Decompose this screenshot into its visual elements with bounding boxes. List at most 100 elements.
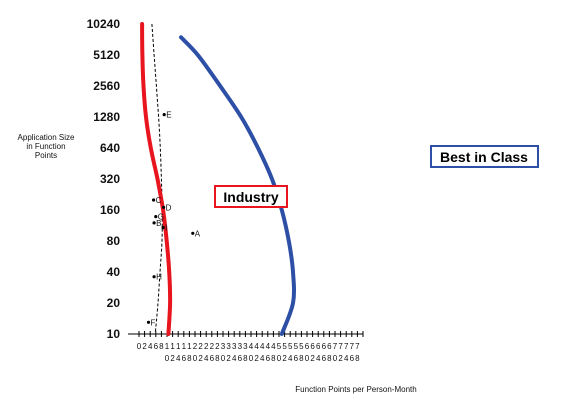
x-tick-label: 5 — [277, 342, 282, 351]
dashed-curve-group — [151, 23, 163, 335]
x-tick-label: 3 — [226, 342, 231, 351]
x-tick-label-second-line: 8 — [299, 354, 304, 363]
scatter-point-label: I — [165, 224, 167, 233]
x-tick-label: 3 — [243, 342, 248, 351]
x-tick-label: 4 — [148, 342, 153, 351]
x-tick-label: 5 — [282, 342, 287, 351]
x-tick-label-second-line: 4 — [204, 354, 209, 363]
y-axis-title: Application Size in Function Points — [18, 133, 75, 160]
x-tick-label-second-line: 8 — [243, 354, 248, 363]
x-tick-label-second-line: 2 — [254, 354, 259, 363]
x-tick-label: 7 — [350, 342, 355, 351]
x-tick-label-second-line: 6 — [294, 354, 299, 363]
y-axis-title-line: in Function — [26, 142, 65, 151]
x-tick-label-second-line: 4 — [260, 354, 265, 363]
scatter-point-label: C — [156, 196, 162, 205]
x-tick-label: 4 — [271, 342, 276, 351]
x-axis-title: Function Points per Person-Month — [295, 385, 416, 394]
x-tick-label-second-line: 2 — [310, 354, 315, 363]
y-tick-label: 10 — [107, 327, 121, 341]
x-tick-label: 2 — [142, 342, 147, 351]
x-tick-label: 2 — [204, 342, 209, 351]
y-tick-label: 5120 — [93, 48, 120, 62]
series-group — [140, 22, 297, 336]
x-tick-label-second-line: 4 — [176, 354, 181, 363]
x-tick-label: 6 — [327, 342, 332, 351]
scatter-point — [152, 221, 156, 225]
x-tick-label: 1 — [187, 342, 192, 351]
y-tick-label: 160 — [100, 203, 120, 217]
x-tick-label-second-line: 8 — [355, 354, 360, 363]
scatter-point-label: F — [151, 318, 156, 327]
x-tick-label-second-line: 0 — [221, 354, 226, 363]
x-tick-label-second-line: 8 — [187, 354, 192, 363]
x-tick-label-second-line: 0 — [305, 354, 310, 363]
x-tick-label-second-line: 6 — [350, 354, 355, 363]
x-tick-label: 4 — [266, 342, 271, 351]
x-tick-label: 7 — [338, 342, 343, 351]
scatter-point — [161, 226, 165, 230]
x-tick-label: 6 — [322, 342, 327, 351]
x-tick-label: 7 — [333, 342, 338, 351]
best-in-class-label: Best in Class — [440, 149, 528, 165]
y-tick-label: 20 — [107, 296, 121, 310]
x-tick-label: 2 — [215, 342, 220, 351]
y-axis-title-line: Application Size — [18, 133, 75, 142]
x-tick-label-second-line: 0 — [165, 354, 170, 363]
x-tick-label: 6 — [154, 342, 159, 351]
x-tick-label: 3 — [221, 342, 226, 351]
industry-label: Industry — [223, 189, 278, 205]
y-tick-label: 80 — [107, 234, 121, 248]
best-in-class-label-box: Best in Class — [430, 145, 539, 168]
x-tick-label: 1 — [176, 342, 181, 351]
x-tick-label-second-line: 4 — [344, 354, 349, 363]
y-tick-labels: 10240 5120 2560 1280 640 320 160 80 40 20 10 — [87, 17, 121, 341]
x-tick-label: 3 — [238, 342, 243, 351]
x-tick-label-second-line: 2 — [226, 354, 231, 363]
scatter-point-label: G — [158, 213, 164, 222]
x-tick-label: 7 — [344, 342, 349, 351]
x-tick-label-second-line: 0 — [193, 354, 198, 363]
y-tick-label: 10240 — [87, 17, 121, 31]
x-tick-label: 6 — [310, 342, 315, 351]
x-tick-label-second-line: 0 — [333, 354, 338, 363]
x-tick-label-second-line: 4 — [232, 354, 237, 363]
x-tick-label-second-line: 0 — [249, 354, 254, 363]
scatter-point-label: A — [195, 229, 201, 238]
scatter-point — [191, 231, 195, 235]
x-tick-label-second-line: 8 — [215, 354, 220, 363]
x-tick-label-second-line: 6 — [238, 354, 243, 363]
scatter-point — [152, 275, 156, 279]
y-tick-label: 640 — [100, 141, 120, 155]
x-tick-label: 4 — [249, 342, 254, 351]
scatter-points: A B CD E F G H I — [146, 111, 201, 327]
scatter-point — [162, 205, 166, 209]
y-axis-title-line: Points — [35, 151, 57, 160]
y-tick-label: 40 — [107, 265, 121, 279]
best-in-class-curve — [179, 35, 297, 336]
industry-label-box: Industry — [214, 185, 288, 208]
x-tick-label: 5 — [299, 342, 304, 351]
x-tick-label-second-line: 4 — [288, 354, 293, 363]
x-tick-label: 4 — [254, 342, 259, 351]
x-tick-label-second-line: 2 — [170, 354, 175, 363]
scatter-point-label: B — [156, 219, 161, 228]
x-tick-label: 4 — [260, 342, 265, 351]
scatter-point — [162, 113, 166, 117]
scatter-point — [154, 215, 158, 219]
x-tick-label: 1 — [165, 342, 170, 351]
scatter-point-label: D — [166, 203, 172, 212]
x-tick-labels: 0 2 4 6 8 10121416182022242628303234363840424… — [137, 342, 360, 363]
scatter-point — [146, 320, 151, 324]
x-tick-label: 8 — [159, 342, 164, 351]
x-tick-label-second-line: 0 — [277, 354, 282, 363]
x-tick-label: 3 — [232, 342, 237, 351]
dashed-curve — [151, 23, 163, 335]
industry-label-border — [214, 185, 288, 208]
x-axis — [128, 331, 364, 337]
x-tick-label-second-line: 6 — [322, 354, 327, 363]
x-tick-label: 1 — [170, 342, 175, 351]
scatter-point — [152, 198, 156, 202]
best-in-class-label-border — [430, 145, 539, 168]
